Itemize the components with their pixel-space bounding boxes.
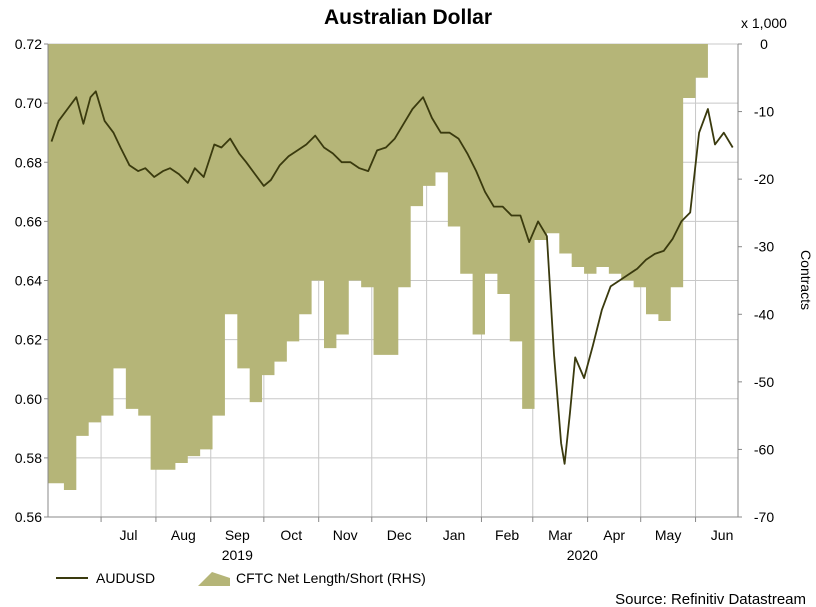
left-tick-label: 0.58 xyxy=(15,450,42,466)
cftc-area-path xyxy=(48,44,738,490)
left-tick-label: 0.68 xyxy=(15,154,42,170)
source-note: Source: Refinitiv Datastream xyxy=(615,591,806,607)
legend-label-audusd: AUDUSD xyxy=(96,570,155,586)
left-axis-ticks: 0.72 0.70 0.68 0.66 0.64 0.62 0.60 0.58 0.56 xyxy=(15,36,48,525)
left-tick-label: 0.62 xyxy=(15,332,42,348)
right-tick-label: -30 xyxy=(754,239,774,255)
legend-label-cftc: CFTC Net Length/Short (RHS) xyxy=(236,570,426,586)
right-tick-label: -10 xyxy=(754,104,774,120)
x-axis-ticks: Jul Aug Sep Oct Nov Dec Jan Feb Mar Apr May Jun 2019… xyxy=(100,517,734,563)
cftc-area xyxy=(48,44,738,490)
audusd-polyline xyxy=(50,90,734,465)
left-tick-label: 0.66 xyxy=(15,213,42,229)
x-tick-label: Feb xyxy=(495,527,519,543)
x-tick-label: Jul xyxy=(120,527,138,543)
right-axis-label: Contracts xyxy=(798,250,814,310)
audusd-line xyxy=(50,90,734,465)
x-tick-label: Aug xyxy=(171,527,196,543)
x-tick-label: Dec xyxy=(387,527,412,543)
x-year-label: 2020 xyxy=(567,547,598,563)
x-tick-label: Oct xyxy=(280,527,302,543)
x-tick-label: Apr xyxy=(603,527,625,543)
x-tick-label: Nov xyxy=(333,527,358,543)
x-tick-label: Jun xyxy=(711,527,734,543)
right-tick-label: -50 xyxy=(754,374,774,390)
right-axis-unit: x 1,000 xyxy=(741,15,787,31)
right-axis-ticks: 0 -10 -20 -30 -40 -50 -60 -70 xyxy=(738,36,774,525)
x-tick-label: Jan xyxy=(443,527,466,543)
left-tick-label: 0.72 xyxy=(15,36,42,52)
right-tick-label: -60 xyxy=(754,441,774,457)
x-tick-label: Mar xyxy=(548,527,572,543)
x-year-label: 2019 xyxy=(222,547,253,563)
left-tick-label: 0.56 xyxy=(15,509,42,525)
x-tick-label: Sep xyxy=(225,527,250,543)
right-tick-label: -20 xyxy=(754,171,774,187)
x-tick-label: May xyxy=(655,527,681,543)
legend-swatch-cftc xyxy=(198,572,230,586)
chart-title: Australian Dollar xyxy=(324,6,492,29)
right-tick-label: -40 xyxy=(754,306,774,322)
right-tick-label: -70 xyxy=(754,509,774,525)
left-tick-label: 0.60 xyxy=(15,391,42,407)
left-tick-label: 0.70 xyxy=(15,95,42,111)
legend: AUDUSD CFTC Net Length/Short (RHS) xyxy=(56,570,426,586)
left-tick-label: 0.64 xyxy=(15,273,42,289)
right-tick-label: 0 xyxy=(760,36,768,52)
